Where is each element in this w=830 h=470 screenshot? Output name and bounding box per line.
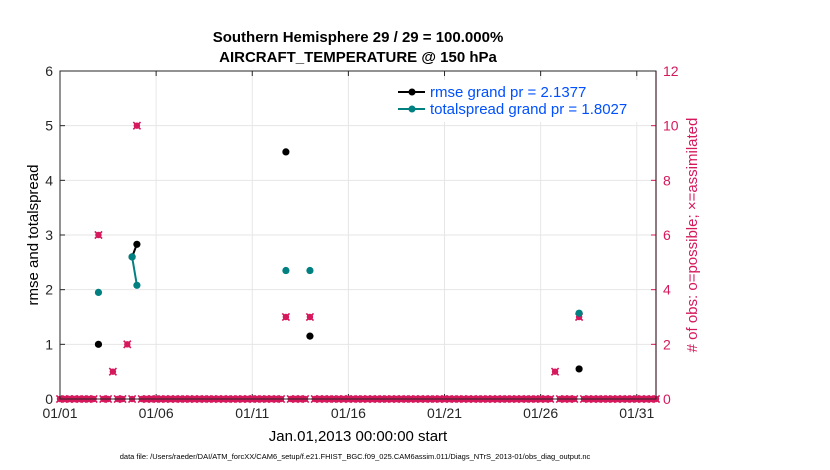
legend: rmse grand pr = 2.1377 totalspread grand… bbox=[394, 80, 650, 122]
y-tick-label: 4 bbox=[45, 172, 53, 188]
obs-assimilated-cross bbox=[132, 121, 142, 130]
legend-rmse-label: rmse grand pr = 2.1377 bbox=[430, 84, 586, 101]
right-y-tick-label: 4 bbox=[663, 282, 671, 298]
y-tick-label: 2 bbox=[45, 282, 53, 298]
right-y-tick-label: 8 bbox=[663, 172, 671, 188]
x-tick-label: 01/31 bbox=[619, 405, 654, 421]
obs-assimilated-cross bbox=[108, 367, 118, 376]
right-y-tick-label: 6 bbox=[663, 227, 671, 243]
totalspread-point bbox=[128, 253, 136, 261]
y-tick-label: 3 bbox=[45, 227, 53, 243]
right-y-axis-label: # of obs: o=possible; ×=assimilated bbox=[684, 118, 701, 353]
legend-spread-marker bbox=[408, 105, 416, 113]
right-y-tick-label: 2 bbox=[663, 336, 671, 352]
obs-count-marker bbox=[550, 367, 560, 376]
legend-rmse-marker bbox=[408, 88, 416, 96]
right-y-tick-label: 10 bbox=[663, 118, 679, 134]
x-axis-label: Jan.01,2013 00:00:00 start bbox=[269, 428, 448, 445]
x-tick-label: 01/16 bbox=[331, 405, 366, 421]
rmse-point bbox=[306, 332, 314, 340]
rmse-point bbox=[282, 148, 290, 156]
y-axis-label: rmse and totalspread bbox=[25, 165, 42, 306]
data-file-footer: data file: /Users/raeder/DAI/ATM_forcXX/… bbox=[120, 452, 591, 461]
obs-assimilated-cross bbox=[305, 312, 315, 322]
y-tick-label: 5 bbox=[45, 118, 53, 134]
plot-frame bbox=[59, 70, 657, 400]
legend-box bbox=[394, 80, 650, 122]
right-y-tick-label: 12 bbox=[663, 63, 679, 79]
x-tick-label: 01/01 bbox=[42, 405, 77, 421]
chart-title: Southern Hemisphere 29 / 29 = 100.000% bbox=[213, 29, 504, 46]
right-y-axis-ticks: 0 2 4 6 8 10 12 bbox=[651, 63, 679, 407]
obs-assimilated-cross bbox=[550, 367, 560, 376]
totalspread-point bbox=[306, 266, 314, 275]
obs-count-marker bbox=[305, 312, 315, 322]
obs-count-marker bbox=[94, 230, 103, 240]
obs-count-marker bbox=[123, 340, 132, 349]
obs-count-marker bbox=[132, 121, 142, 130]
y-tick-label: 6 bbox=[45, 63, 53, 79]
rmse-point bbox=[133, 240, 141, 248]
y-tick-label: 1 bbox=[45, 336, 53, 352]
totalspread-point bbox=[282, 266, 290, 275]
totalspread-segment bbox=[131, 256, 138, 286]
obs-count-marker bbox=[108, 367, 118, 376]
legend-spread-label: totalspread grand pr = 1.8027 bbox=[430, 101, 627, 118]
x-tick-label: 01/06 bbox=[139, 405, 174, 421]
totalspread-point bbox=[133, 281, 141, 289]
y-axis-ticks: 0 1 2 3 4 5 6 bbox=[45, 63, 65, 407]
obs-assimilated-cross bbox=[123, 340, 132, 349]
chart-subtitle: AIRCRAFT_TEMPERATURE @ 150 hPa bbox=[219, 49, 497, 66]
rmse-point bbox=[94, 340, 103, 348]
obs-assimilated-cross bbox=[281, 312, 291, 322]
totalspread-point bbox=[575, 309, 583, 317]
x-tick-label: 01/21 bbox=[427, 405, 462, 421]
totalspread-point bbox=[94, 288, 103, 296]
right-y-tick-label: 0 bbox=[663, 391, 671, 407]
x-tick-label: 01/11 bbox=[235, 405, 269, 421]
data-series bbox=[94, 148, 583, 373]
obs-count-marker bbox=[281, 312, 291, 322]
x-tick-label: 01/26 bbox=[523, 405, 558, 421]
y-tick-label: 0 bbox=[45, 391, 53, 407]
obs-assimilated-cross bbox=[94, 230, 103, 240]
rmse-point bbox=[575, 365, 583, 373]
x-axis-ticks: 01/01 01/06 01/11 01/16 01/21 01/26 01/31 bbox=[42, 71, 654, 421]
obs-count-markers bbox=[55, 121, 661, 404]
